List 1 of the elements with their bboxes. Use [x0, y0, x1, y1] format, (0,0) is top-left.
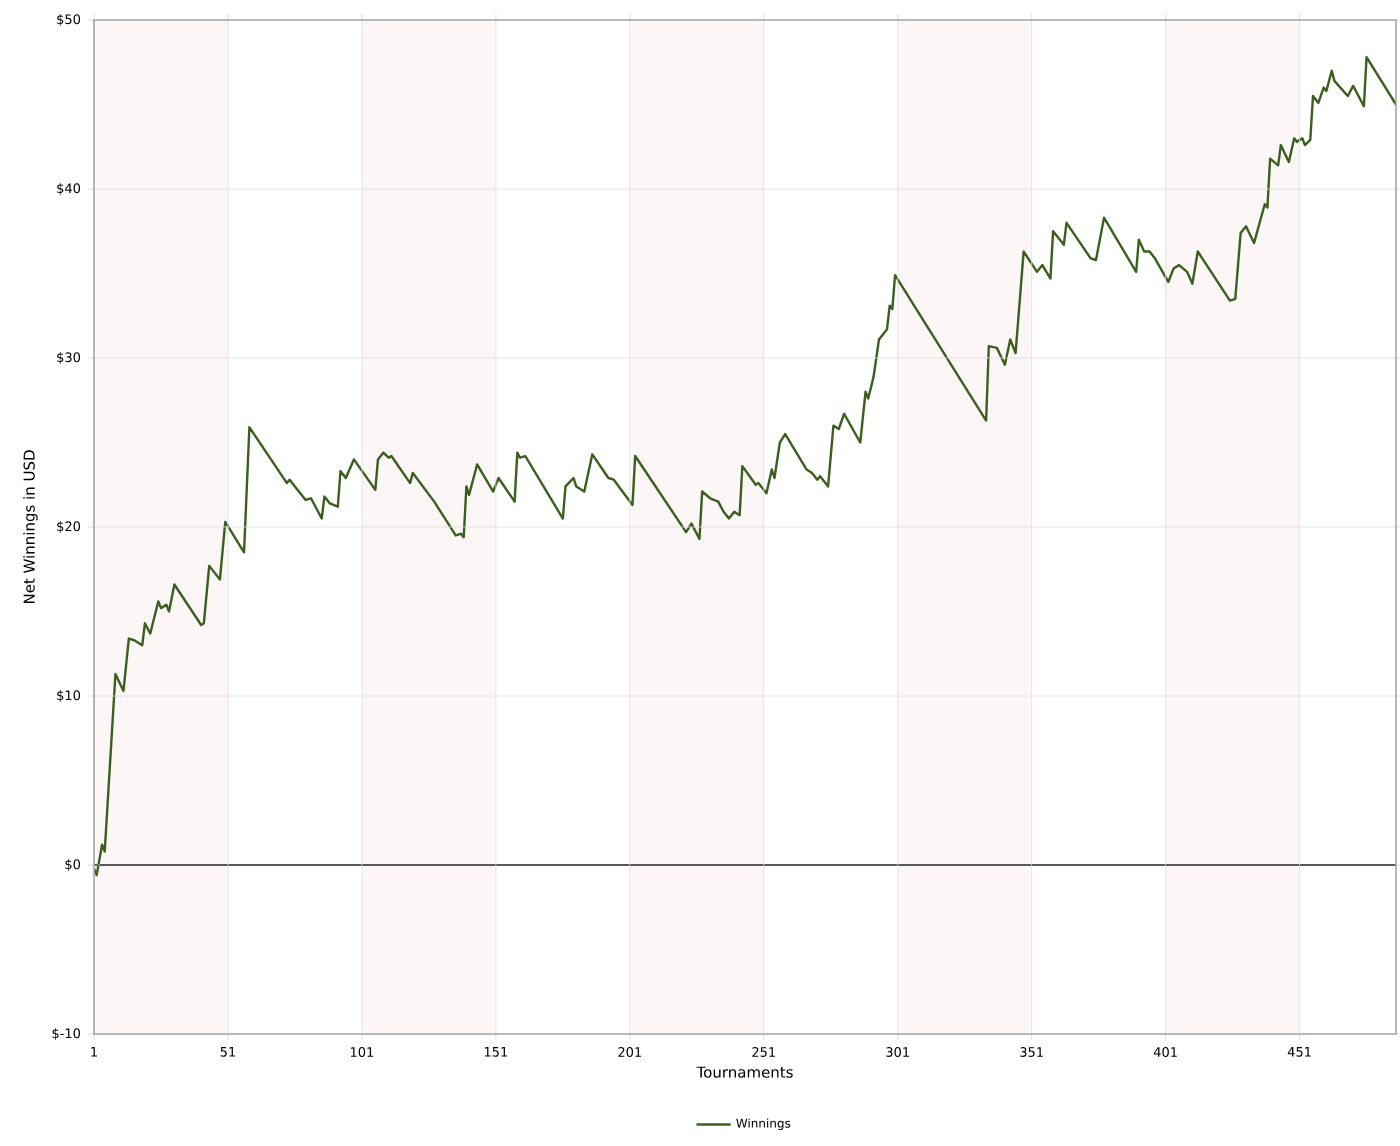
line-series — [94, 55, 1397, 877]
